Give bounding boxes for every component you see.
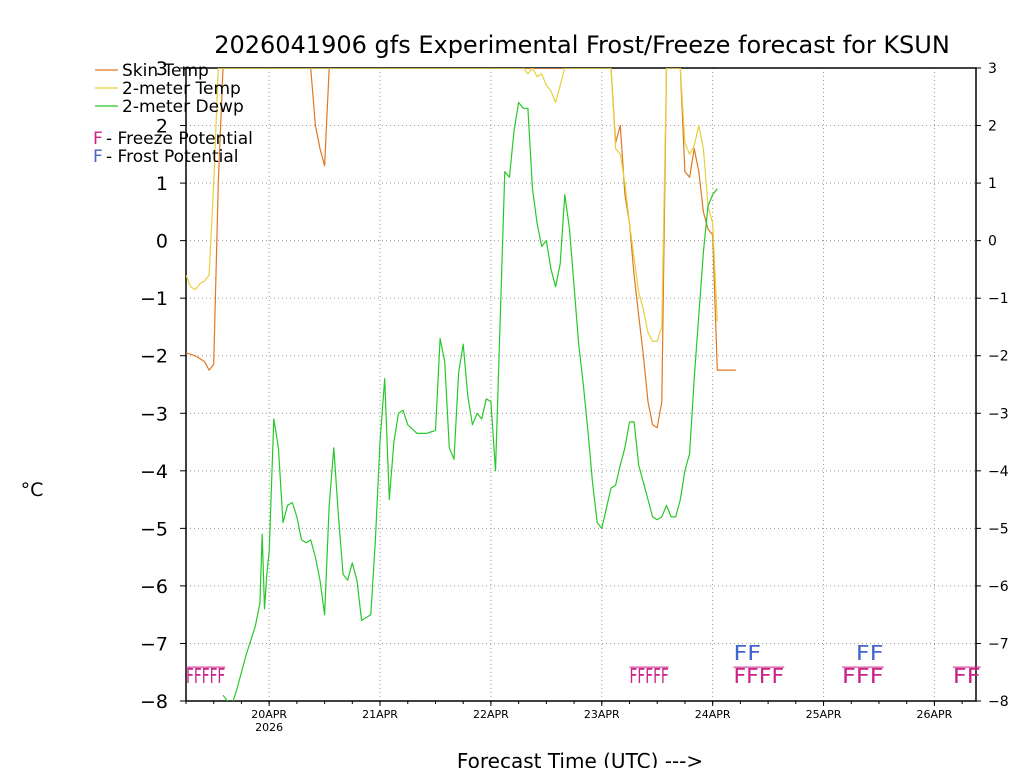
x-tick-label: 24APR	[695, 708, 731, 721]
y-tick-label-right: −6	[988, 579, 1009, 595]
y-tick-label-right: 2	[988, 119, 997, 135]
y-tick-label: −7	[140, 633, 168, 655]
frost-potential-mark: FF	[856, 641, 884, 665]
y-tick-label: −3	[140, 403, 168, 425]
y-tick-label-right: −1	[988, 291, 1009, 307]
series-2-meter-dewp-line	[222, 101, 718, 701]
plot-frame	[185, 67, 977, 702]
x-tick-label: 22APR	[473, 708, 509, 721]
freeze-potential-mark: FFFFF	[630, 664, 669, 688]
y-tick-label: −4	[140, 461, 168, 483]
y-tick-label-right: 1	[988, 176, 997, 192]
series-2-meter-temp-line	[186, 68, 718, 342]
y-tick-label: 1	[156, 173, 168, 195]
axes: −8 −8 −7 −7 −6 −6 −5 −5 −4 −4 −3 −3 −2 −2 −1 −1 0 0 1 1 2 2 3 3…	[140, 58, 1009, 734]
frost-potential-mark: FF	[733, 641, 761, 665]
potential-legend-label: - Freeze Potential	[106, 129, 253, 149]
x-tick-label: 21APR	[362, 708, 398, 721]
y-tick-label: −1	[140, 288, 168, 310]
y-tick-label-right: −8	[988, 694, 1009, 710]
y-tick-label-right: 0	[988, 234, 997, 250]
legend-label: Skin Temp	[122, 61, 209, 81]
potential-marks: FFFFF FFFFF FFFF FFF FFFF FF	[186, 641, 981, 688]
chart-title: 2026041906 gfs Experimental Frost/Freeze…	[214, 31, 950, 59]
y-tick-label: −2	[140, 346, 168, 368]
y-tick-label: −5	[140, 518, 168, 540]
y-tick-label-right: −7	[988, 636, 1009, 652]
freeze-potential-mark: FFF	[842, 664, 884, 688]
y-axis-label: °C	[21, 479, 44, 501]
y-tick-label: −6	[140, 576, 168, 598]
potential-legend-label: - Frost Potential	[106, 147, 239, 167]
x-tick-sublabel: 2026	[255, 721, 283, 734]
y-tick-label-right: −5	[988, 521, 1009, 537]
y-tick-label: 2	[156, 116, 168, 138]
y-tick-label: −8	[140, 691, 168, 713]
x-tick-label: 23APR	[584, 708, 620, 721]
y-tick-label-right: −4	[988, 464, 1009, 480]
legend-label: 2-meter Dewp	[122, 97, 244, 117]
freeze-potential-mark: FFFF	[733, 664, 784, 688]
freeze-potential-mark: FFFFF	[186, 664, 225, 688]
x-axis-label: Forecast Time (UTC) --->	[457, 749, 703, 768]
grid-lines	[186, 68, 976, 701]
x-tick-label: 26APR	[917, 708, 953, 721]
potential-legend-letter: F	[93, 147, 103, 167]
x-tick-label: 25APR	[806, 708, 842, 721]
legend-label: 2-meter Temp	[122, 79, 241, 99]
y-tick-label: 3	[156, 58, 168, 80]
potential-legend-letter: F	[93, 129, 103, 149]
series-skin-temp-line	[186, 68, 736, 429]
y-tick-label-right: −3	[988, 406, 1009, 422]
series-layer	[186, 68, 736, 701]
y-tick-label: 0	[156, 231, 168, 253]
x-tick-label: 20APR	[251, 708, 287, 721]
y-tick-label-right: 3	[988, 61, 997, 77]
freeze-potential-mark: FF	[953, 664, 981, 688]
y-tick-label-right: −2	[988, 349, 1009, 365]
